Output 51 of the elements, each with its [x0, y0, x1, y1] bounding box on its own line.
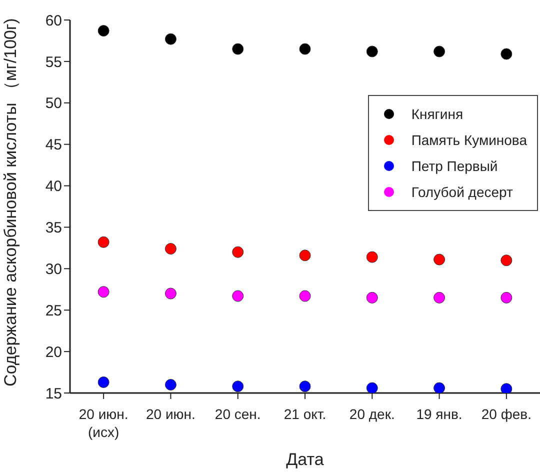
y-tick-label: 25	[45, 302, 62, 320]
y-tick-label: 20	[45, 344, 62, 361]
legend-label: Петр Первый	[411, 158, 498, 174]
point	[299, 380, 311, 392]
x-tick-label: 20 дек.	[349, 406, 395, 422]
point	[500, 48, 512, 60]
x-axis-title: Дата	[286, 450, 324, 469]
y-tick-label: 60	[45, 12, 62, 30]
y-tick-label: 30	[45, 260, 62, 278]
point	[232, 380, 244, 392]
y-tick-label: 50	[45, 95, 62, 112]
legend-label: Голубой десерт	[411, 184, 513, 200]
y-tick-label: 40	[45, 178, 62, 196]
point	[299, 250, 311, 262]
point	[98, 376, 110, 388]
x-tick-label: 20 июн. (исх)	[78, 406, 128, 440]
point	[98, 25, 110, 37]
point	[98, 286, 110, 298]
legend-label: Память Куминова	[411, 132, 527, 148]
point	[232, 43, 244, 55]
point	[299, 290, 311, 302]
x-tick-label: 20 фев.	[481, 406, 532, 422]
point	[366, 46, 378, 58]
point	[164, 243, 176, 255]
y-tick-label: 45	[45, 136, 62, 154]
point	[164, 378, 176, 390]
x-tick-label: 20 июн.	[146, 406, 196, 422]
point	[232, 290, 244, 302]
point	[500, 383, 512, 393]
x-tick-label: 19 янв.	[416, 406, 462, 422]
x-tick-label: 21 окт.	[284, 406, 326, 422]
point	[366, 251, 378, 263]
point	[434, 254, 446, 266]
x-tick-label: 20 сен.	[214, 406, 261, 422]
point	[164, 288, 176, 300]
y-tick-label: 35	[45, 220, 62, 237]
legend-label: Княгиня	[411, 106, 464, 122]
point	[299, 43, 311, 55]
point	[164, 33, 176, 45]
point	[232, 246, 244, 258]
point	[98, 236, 110, 248]
point	[434, 292, 446, 304]
y-axis-title: Содержание аскорбиновой кислоты （мг/100г)	[1, 18, 20, 386]
point	[434, 46, 446, 58]
y-tick-label: 15	[45, 385, 62, 402]
point	[500, 254, 512, 266]
point	[434, 382, 446, 393]
y-tick-label: 55	[45, 54, 62, 71]
point	[366, 382, 378, 393]
point	[500, 292, 512, 304]
point	[366, 292, 378, 304]
